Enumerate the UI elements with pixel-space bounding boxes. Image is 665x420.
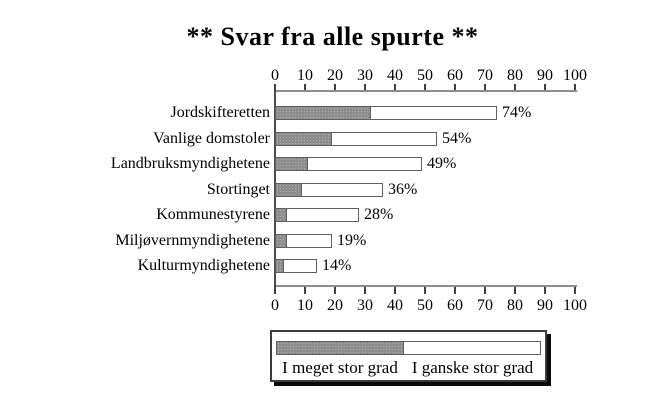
category-label: Landbruksmyndighetene	[110, 155, 270, 172]
top-axis-tick	[484, 84, 486, 90]
legend-swatch-ganske-stor-grad	[404, 341, 541, 355]
category-label: Miljøvernmyndighetene	[115, 232, 270, 249]
bar-total-label: 36%	[388, 181, 418, 198]
top-axis-tick	[424, 84, 426, 90]
bottom-axis-tick-label: 20	[327, 297, 343, 314]
top-axis-line	[275, 90, 577, 92]
bottom-axis-tick-label: 60	[447, 297, 463, 314]
top-axis-tick	[394, 84, 396, 90]
chart-title: ** Svar fra alle spurte **	[186, 22, 479, 51]
bottom-axis-tick-label: 90	[537, 297, 553, 314]
bottom-axis-tick-label: 40	[387, 297, 403, 314]
bottom-axis-line	[275, 285, 577, 287]
top-axis-tick-label: 0	[271, 67, 279, 84]
top-axis-tick-label: 70	[477, 67, 493, 84]
bar-total-label: 19%	[337, 232, 367, 249]
bottom-axis-tick	[424, 287, 426, 294]
bottom-axis-tick-label: 30	[357, 297, 373, 314]
bar-segment-ganske-stor-grad	[287, 208, 359, 222]
legend-labels: I meget stor grad I ganske stor grad	[276, 358, 541, 378]
bar-total-label: 54%	[442, 130, 472, 147]
top-axis-tick	[514, 84, 516, 90]
bar-segment-ganske-stor-grad	[308, 157, 422, 171]
category-label: Kulturmyndighetene	[137, 257, 270, 274]
top-axis-tick	[304, 84, 306, 90]
bar-segment-meget-stor-grad	[275, 106, 371, 120]
category-label: Kommunestyrene	[156, 206, 270, 223]
bar-segment-meget-stor-grad	[275, 157, 308, 171]
bar-segment-meget-stor-grad	[275, 208, 287, 222]
bottom-axis-tick-label: 10	[297, 297, 313, 314]
top-axis-tick	[274, 84, 276, 90]
top-axis-tick-label: 50	[417, 67, 433, 84]
bottom-axis-tick-label: 100	[563, 297, 587, 314]
bottom-axis-tick	[514, 287, 516, 294]
top-axis-tick-label: 30	[357, 67, 373, 84]
bar-segment-ganske-stor-grad	[287, 234, 332, 248]
bottom-axis-tick-label: 0	[271, 297, 279, 314]
bottom-axis-tick	[454, 287, 456, 294]
top-axis-tick	[454, 84, 456, 90]
bar-total-label: 14%	[322, 257, 352, 274]
bar-segment-meget-stor-grad	[275, 132, 332, 146]
top-axis-tick-label: 100	[563, 67, 587, 84]
top-axis-tick	[544, 84, 546, 90]
legend-box: I meget stor grad I ganske stor grad	[270, 330, 547, 382]
category-label: Stortinget	[206, 181, 270, 198]
bottom-axis-tick	[274, 287, 276, 294]
top-axis-tick	[574, 84, 576, 90]
bar-segment-meget-stor-grad	[275, 234, 287, 248]
bottom-axis-tick	[394, 287, 396, 294]
top-axis-tick	[334, 84, 336, 90]
bottom-axis-tick	[304, 287, 306, 294]
bottom-axis-tick	[484, 287, 486, 294]
top-axis-tick-label: 60	[447, 67, 463, 84]
bottom-axis-tick	[334, 287, 336, 294]
top-axis-tick-label: 90	[537, 67, 553, 84]
bar-segment-ganske-stor-grad	[371, 106, 497, 120]
bottom-axis-tick-label: 50	[417, 297, 433, 314]
top-axis-tick-label: 40	[387, 67, 403, 84]
top-axis-tick	[364, 84, 366, 90]
bar-segment-ganske-stor-grad	[284, 259, 317, 273]
bottom-axis-tick	[544, 287, 546, 294]
top-axis-tick-label: 10	[297, 67, 313, 84]
legend-label-ganske-stor-grad: I ganske stor grad	[411, 358, 534, 377]
bar-segment-meget-stor-grad	[275, 259, 284, 273]
bottom-axis-tick	[364, 287, 366, 294]
category-label: Vanlige domstoler	[153, 130, 270, 147]
bottom-axis-tick-label: 70	[477, 297, 493, 314]
bar-segment-meget-stor-grad	[275, 183, 302, 197]
bar-segment-ganske-stor-grad	[302, 183, 383, 197]
bar-total-label: 74%	[502, 104, 532, 121]
bar-total-label: 28%	[364, 206, 394, 223]
legend-label-meget-stor-grad: I meget stor grad	[282, 358, 398, 377]
legend-swatch-meget-stor-grad	[276, 341, 404, 355]
category-label: Jordskifteretten	[170, 104, 270, 121]
bottom-axis-tick-label: 80	[507, 297, 523, 314]
top-axis-tick-label: 20	[327, 67, 343, 84]
bar-total-label: 49%	[427, 155, 457, 172]
legend-sample-bar	[276, 341, 541, 355]
top-axis-tick-label: 80	[507, 67, 523, 84]
bar-segment-ganske-stor-grad	[332, 132, 437, 146]
bottom-axis-tick	[574, 287, 576, 294]
